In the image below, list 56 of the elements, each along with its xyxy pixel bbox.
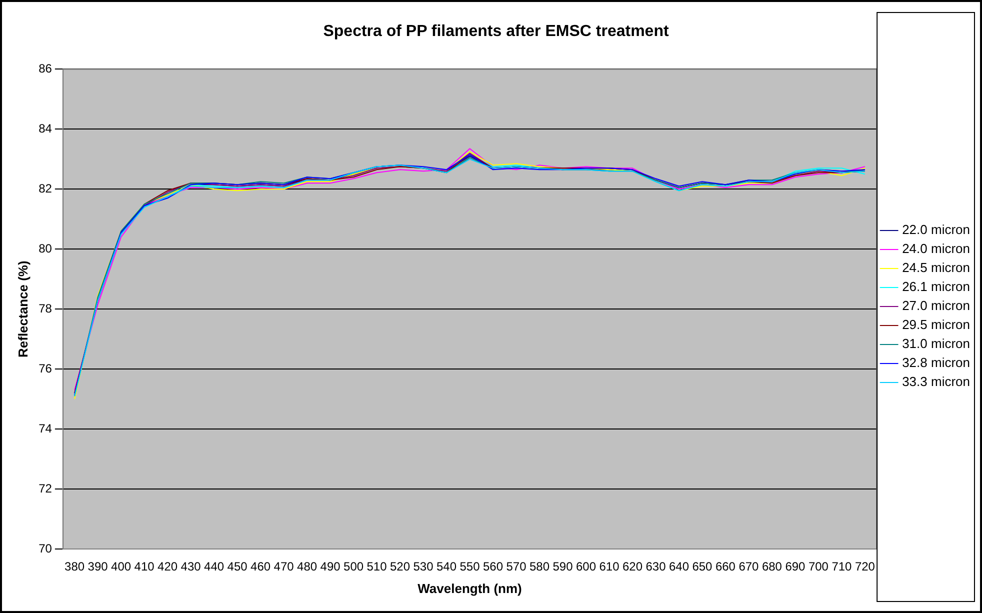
- x-tick-label: 600: [576, 560, 596, 574]
- y-tick-label: 70: [38, 541, 52, 556]
- x-tick-label: 560: [482, 560, 504, 574]
- y-tick-label: 74: [38, 421, 52, 436]
- x-tick-label: 670: [738, 560, 760, 574]
- x-tick-label: 520: [390, 560, 410, 574]
- y-tick-label: 72: [38, 481, 52, 496]
- chart-title: Spectra of PP filaments after EMSC treatment: [323, 23, 670, 40]
- y-axis-title: Reflectance (%): [15, 260, 30, 358]
- y-tick-label: 78: [38, 301, 52, 316]
- x-tick-label: 630: [646, 560, 666, 574]
- x-tick-label: 450: [227, 560, 248, 574]
- x-tick-label: 590: [552, 560, 574, 574]
- x-tick-label: 610: [599, 560, 620, 574]
- legend-label: 27.0 micron: [902, 298, 970, 314]
- legend-label: 24.0 micron: [902, 241, 970, 256]
- x-tick-label: 390: [88, 560, 108, 574]
- x-tick-label: 420: [158, 560, 178, 574]
- x-tick-label: 540: [436, 560, 457, 574]
- x-tick-label: 490: [320, 560, 341, 574]
- x-tick-label: 620: [622, 560, 643, 574]
- x-tick-label: 440: [204, 560, 224, 574]
- x-tick-label: 400: [111, 560, 132, 574]
- x-tick-label: 720: [854, 560, 876, 574]
- x-tick-label: 570: [506, 560, 527, 574]
- x-tick-label: 700: [808, 560, 829, 574]
- x-tick-label: 380: [64, 560, 85, 574]
- legend-label: 26.1 micron: [902, 279, 970, 294]
- legend-label: 29.5 micron: [902, 317, 970, 332]
- x-tick-label: 660: [715, 560, 736, 574]
- x-tick-label: 690: [785, 560, 806, 574]
- x-tick-label: 500: [344, 560, 364, 574]
- x-tick-label: 640: [668, 560, 690, 574]
- legend-label: 33.3 micron: [902, 374, 970, 390]
- legend-label: 31.0 micron: [902, 336, 970, 352]
- x-axis-title: Wavelength (nm): [418, 580, 522, 596]
- y-tick-label: 82: [38, 181, 52, 196]
- x-tick-label: 460: [250, 560, 271, 574]
- legend-label: 32.8 micron: [902, 355, 970, 370]
- y-tick-label: 76: [38, 361, 52, 376]
- x-tick-label: 650: [692, 560, 713, 574]
- x-tick-label: 550: [460, 560, 480, 574]
- x-tick-label: 510: [366, 560, 388, 574]
- x-tick-label: 680: [762, 560, 782, 574]
- x-tick-label: 580: [529, 560, 550, 574]
- y-tick-label: 80: [38, 241, 52, 256]
- x-tick-label: 530: [413, 560, 434, 574]
- legend-label: 22.0 micron: [902, 222, 970, 238]
- x-tick-label: 480: [297, 560, 318, 574]
- legend-label: 24.5 micron: [902, 260, 970, 276]
- x-tick-label: 470: [274, 560, 294, 574]
- x-tick-label: 430: [180, 560, 202, 574]
- x-tick-label: 410: [134, 560, 155, 574]
- y-tick-label: 84: [38, 121, 52, 136]
- x-tick-label: 710: [832, 560, 852, 574]
- y-tick-label: 86: [38, 62, 52, 76]
